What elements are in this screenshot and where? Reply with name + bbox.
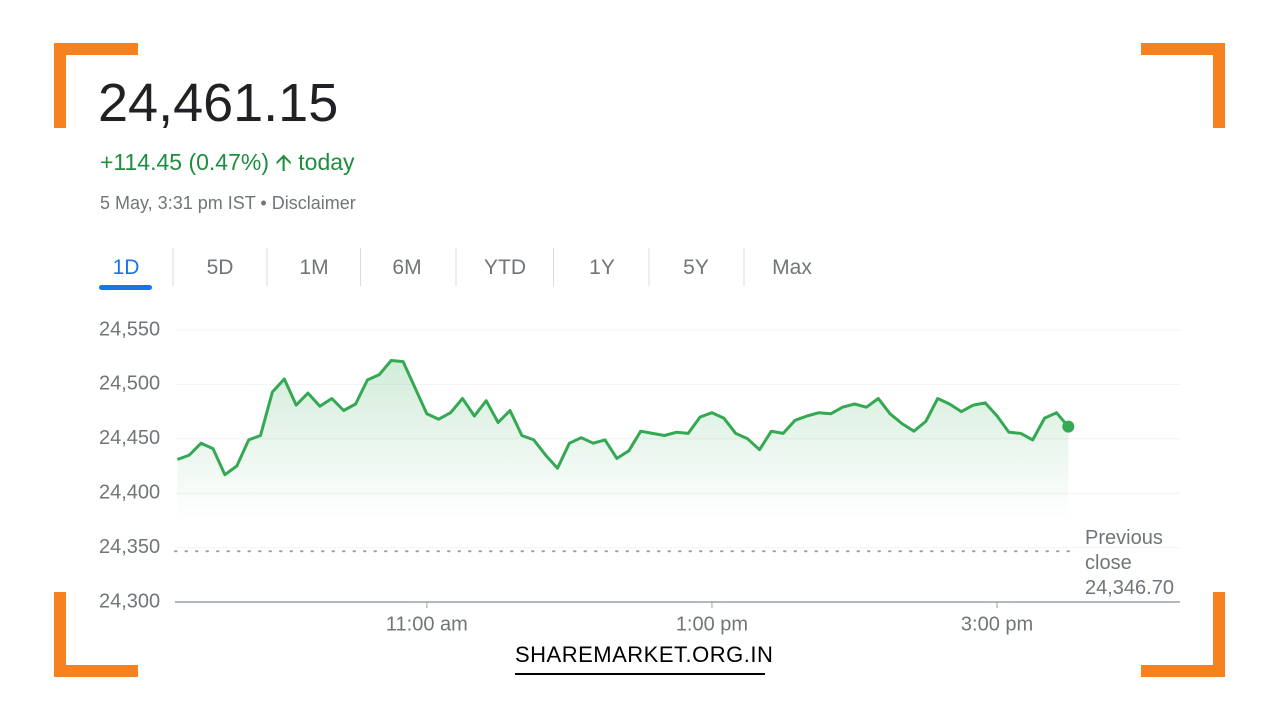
corner-brackets <box>54 43 1225 677</box>
y-tick-label: 24,450 <box>99 427 160 449</box>
previous-close-label: Previous close <box>1085 527 1163 574</box>
range-tab[interactable]: 5Y <box>683 256 709 279</box>
range-tab[interactable]: YTD <box>484 256 526 279</box>
price-line <box>176 359 1070 477</box>
last-point <box>1062 420 1075 433</box>
area <box>177 360 1069 520</box>
up-arrow: 🡩 <box>275 149 292 175</box>
change-value: +114.45 (0.47%) <box>100 149 269 175</box>
range-tab[interactable]: Max <box>772 256 812 279</box>
range-tab[interactable]: 1Y <box>589 256 615 279</box>
range-tab[interactable]: 1M <box>299 256 329 279</box>
footer-site: SHAREMARKET.ORG.IN <box>515 642 773 675</box>
previous-close: Previous close 24,346.70 <box>1085 526 1180 601</box>
range-tab[interactable]: 5D <box>206 256 234 279</box>
change-period: today <box>298 149 355 175</box>
y-tick-label: 24,300 <box>99 590 160 612</box>
tab-underline <box>99 285 152 290</box>
change: +114.45 (0.47%) 🡩 today <box>100 146 355 185</box>
y-tick-label: 24,500 <box>99 373 160 395</box>
timestamp: 5 May, 3:31 pm IST <box>100 193 256 213</box>
y-tick-label: 24,350 <box>99 536 160 558</box>
range-tab[interactable]: 6M <box>392 256 422 279</box>
timestamp-line: 5 May, 3:31 pm IST • Disclaimer <box>100 193 356 213</box>
y-tick-label: 24,550 <box>99 318 160 340</box>
range-tab[interactable]: 1D <box>112 256 140 279</box>
disclaimer[interactable]: Disclaimer <box>271 193 356 213</box>
previous-close-value: 24,346.70 <box>1085 577 1174 599</box>
price: 24,461.15 <box>98 73 339 133</box>
x-tick-label: 1:00 pm <box>676 613 748 635</box>
y-tick-label: 24,400 <box>99 481 160 503</box>
x-tick-label: 11:00 am <box>386 613 468 635</box>
x-tick-label: 3:00 pm <box>961 613 1033 635</box>
